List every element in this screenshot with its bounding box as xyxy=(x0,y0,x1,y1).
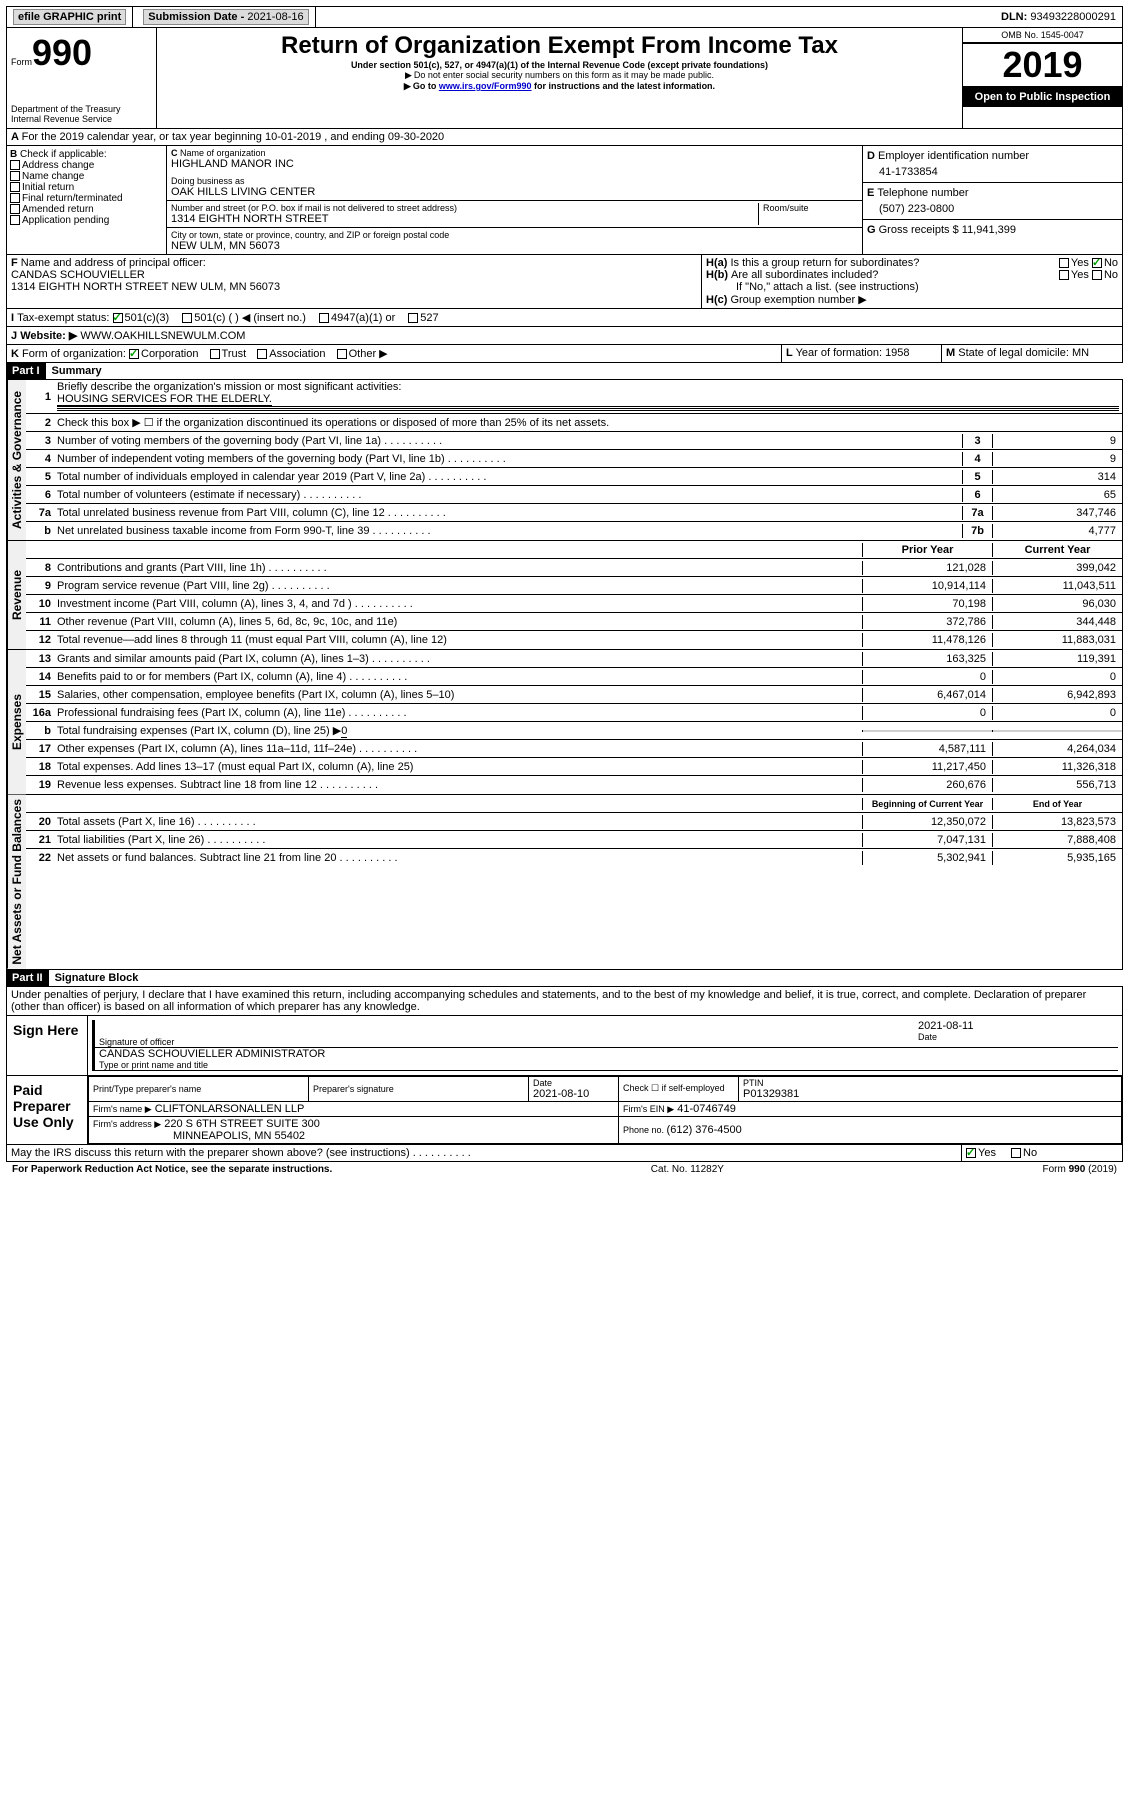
omb: OMB No. 1545-0047 xyxy=(963,28,1122,43)
phone: (507) 223-0800 xyxy=(867,199,1118,215)
val-5: 314 xyxy=(992,470,1122,484)
officer-name: CANDAS SCHOUVIELLER xyxy=(11,269,697,281)
rev-label: Revenue xyxy=(7,541,26,649)
dba: OAK HILLS LIVING CENTER xyxy=(171,186,858,198)
subtitle2: Do not enter social security numbers on … xyxy=(161,70,958,81)
domicile: MN xyxy=(1072,347,1089,359)
sign-here-block: Sign Here Signature of officer 2021-08-1… xyxy=(6,1016,1123,1076)
website: WWW.OAKHILLSNEWULM.COM xyxy=(80,330,245,342)
val-7b: 4,777 xyxy=(992,524,1122,538)
dln: 93493228000291 xyxy=(1030,11,1116,23)
perjury: Under penalties of perjury, I declare th… xyxy=(6,987,1123,1016)
inspection-badge: Open to Public Inspection xyxy=(963,87,1122,107)
tax-year: 2019 xyxy=(963,43,1122,87)
city: NEW ULM, MN 56073 xyxy=(171,240,858,252)
section-bcdefg: B Check if applicable: Address change Na… xyxy=(6,146,1123,255)
ptin: P01329381 xyxy=(743,1088,1117,1100)
form-number: 990 xyxy=(32,32,92,73)
line-a: For the 2019 calendar year, or tax year … xyxy=(22,131,445,143)
form-label: Form xyxy=(11,57,32,67)
mission: HOUSING SERVICES FOR THE ELDERLY. xyxy=(57,393,272,406)
part1-header: Part I xyxy=(6,363,46,379)
street: 1314 EIGHTH NORTH STREET xyxy=(171,213,758,225)
subtitle1: Under section 501(c), 527, or 4947(a)(1)… xyxy=(161,60,958,70)
ein: 41-1733854 xyxy=(867,162,1118,178)
gov-label: Activities & Governance xyxy=(7,380,26,540)
irs-link[interactable]: www.irs.gov/Form990 xyxy=(439,81,532,91)
top-bar: efile GRAPHIC print Submission Date - 20… xyxy=(6,6,1123,28)
footer: For Paperwork Reduction Act Notice, see … xyxy=(6,1162,1123,1177)
form-header: Form990 Department of the Treasury Inter… xyxy=(6,28,1123,129)
val-6: 65 xyxy=(992,488,1122,502)
val-4: 9 xyxy=(992,452,1122,466)
val-7a: 347,746 xyxy=(992,506,1122,520)
gross-receipts: 11,941,399 xyxy=(962,224,1016,236)
part2-header: Part II xyxy=(6,970,49,986)
firm-ein: 41-0746749 xyxy=(677,1103,736,1115)
val-3: 9 xyxy=(992,434,1122,448)
dept: Department of the Treasury Internal Reve… xyxy=(11,104,152,124)
efile-btn[interactable]: efile GRAPHIC print xyxy=(13,9,126,25)
subdate: Submission Date - 2021-08-16 xyxy=(143,9,308,25)
dln-label: DLN: xyxy=(1001,11,1030,23)
form-title: Return of Organization Exempt From Incom… xyxy=(161,32,958,60)
year-formed: 1958 xyxy=(885,347,909,359)
paid-preparer-block: Paid Preparer Use Only Print/Type prepar… xyxy=(6,1076,1123,1145)
prep-phone: (612) 376-4500 xyxy=(667,1124,742,1136)
section-fh: F Name and address of principal officer:… xyxy=(6,255,1123,309)
net-label: Net Assets or Fund Balances xyxy=(7,795,26,969)
officer-sig-name: CANDAS SCHOUVIELLER ADMINISTRATOR xyxy=(99,1048,1118,1060)
officer-addr: 1314 EIGHTH NORTH STREET NEW ULM, MN 560… xyxy=(11,281,697,293)
org-name: HIGHLAND MANOR INC xyxy=(171,158,858,170)
firm-name: CLIFTONLARSONALLEN LLP xyxy=(155,1103,305,1115)
exp-label: Expenses xyxy=(7,650,26,794)
